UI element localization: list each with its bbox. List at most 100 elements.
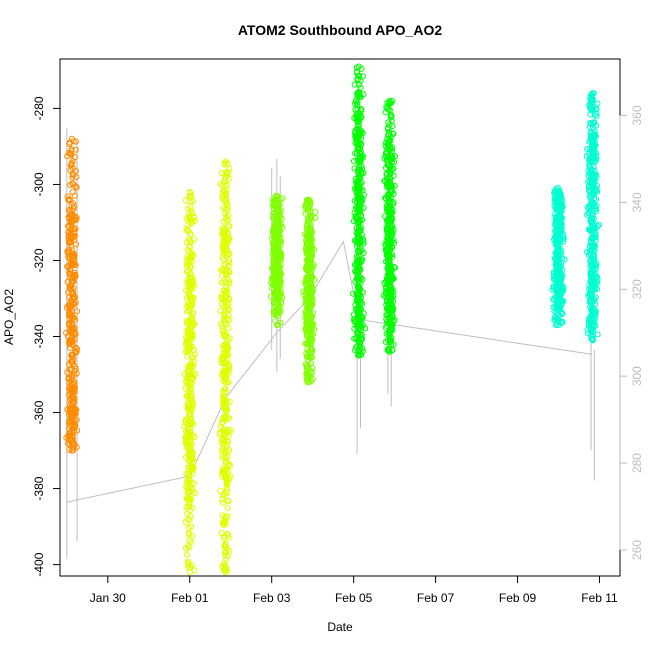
data-point — [357, 142, 364, 149]
data-point — [386, 242, 393, 249]
data-point — [187, 539, 194, 546]
data-point — [355, 268, 362, 275]
data-point — [188, 274, 195, 281]
data-point — [303, 350, 310, 357]
data-point — [272, 208, 279, 215]
data-point — [388, 113, 395, 120]
data-point — [589, 212, 596, 219]
data-point — [189, 317, 196, 324]
data-point — [352, 150, 359, 157]
data-point — [355, 352, 362, 359]
data-point — [306, 232, 313, 239]
x-tick-label: Feb 11 — [581, 591, 618, 605]
data-point — [355, 218, 362, 225]
secondary-series-line — [66, 240, 593, 503]
data-point — [224, 504, 231, 511]
data-point — [357, 155, 364, 162]
data-point — [386, 182, 393, 189]
data-point — [551, 296, 558, 303]
data-point — [305, 356, 312, 363]
data-point — [224, 462, 232, 469]
data-point — [307, 319, 314, 326]
data-point — [304, 257, 311, 264]
data-point — [388, 216, 395, 223]
data-point — [222, 569, 229, 576]
data-point — [222, 307, 229, 314]
data-point — [388, 222, 395, 229]
data-point — [183, 268, 191, 275]
data-point — [275, 279, 282, 286]
data-point — [189, 393, 196, 400]
data-point — [277, 254, 284, 261]
data-point — [65, 196, 72, 203]
data-point — [305, 339, 312, 346]
data-point — [554, 270, 561, 277]
data-point — [354, 330, 361, 337]
data-point — [589, 90, 596, 97]
y2-tick-label: 320 — [630, 279, 644, 299]
data-point — [277, 282, 284, 289]
data-point — [359, 187, 366, 194]
data-point — [220, 218, 227, 225]
data-point — [387, 314, 394, 321]
data-point — [219, 192, 226, 199]
data-point — [65, 248, 72, 255]
data-point — [354, 233, 362, 240]
data-point — [387, 152, 394, 159]
y2-tick-label: 360 — [630, 105, 644, 125]
x-tick-label: Feb 07 — [417, 591, 455, 605]
data-point — [222, 388, 229, 396]
data-point — [357, 211, 365, 218]
data-point — [312, 208, 319, 215]
data-point — [551, 188, 558, 195]
data-point — [185, 404, 192, 411]
data-point — [184, 445, 191, 452]
data-point — [68, 358, 75, 365]
data-point — [591, 138, 598, 145]
data-point — [304, 264, 311, 271]
data-point — [182, 435, 190, 442]
data-point — [184, 205, 192, 212]
data-point — [354, 264, 361, 271]
data-point — [559, 311, 566, 318]
data-point — [359, 289, 366, 296]
data-point — [587, 120, 595, 128]
data-point — [226, 175, 233, 182]
data-point — [67, 167, 74, 174]
data-point — [221, 534, 228, 542]
data-point — [186, 569, 193, 576]
data-point — [222, 198, 229, 205]
data-point — [185, 464, 192, 471]
data-point — [274, 310, 281, 317]
data-point — [274, 278, 281, 285]
data-point — [386, 271, 393, 278]
data-point — [69, 188, 76, 195]
data-point — [223, 341, 230, 348]
data-point — [304, 261, 311, 268]
data-point — [554, 315, 561, 322]
data-point — [68, 338, 76, 345]
data-point — [387, 146, 394, 153]
data-point — [190, 198, 197, 205]
data-point — [275, 300, 282, 307]
series-0-cluster-0 — [63, 135, 81, 454]
data-point — [188, 361, 195, 368]
data-point — [192, 490, 199, 497]
chart-title: ATOM2 Southbound APO_AO2 — [238, 22, 443, 38]
data-point — [303, 311, 310, 318]
data-point — [386, 262, 393, 269]
data-point — [64, 278, 71, 285]
data-point — [591, 176, 598, 183]
data-point — [221, 188, 228, 195]
data-point — [220, 204, 227, 211]
data-point — [223, 272, 230, 279]
data-point — [353, 188, 360, 195]
data-point — [359, 256, 366, 263]
data-point — [272, 280, 279, 287]
data-point — [66, 366, 73, 373]
data-point — [221, 520, 228, 527]
data-point — [226, 446, 233, 454]
data-point — [384, 153, 391, 160]
data-point — [67, 150, 74, 157]
data-point — [67, 239, 74, 246]
